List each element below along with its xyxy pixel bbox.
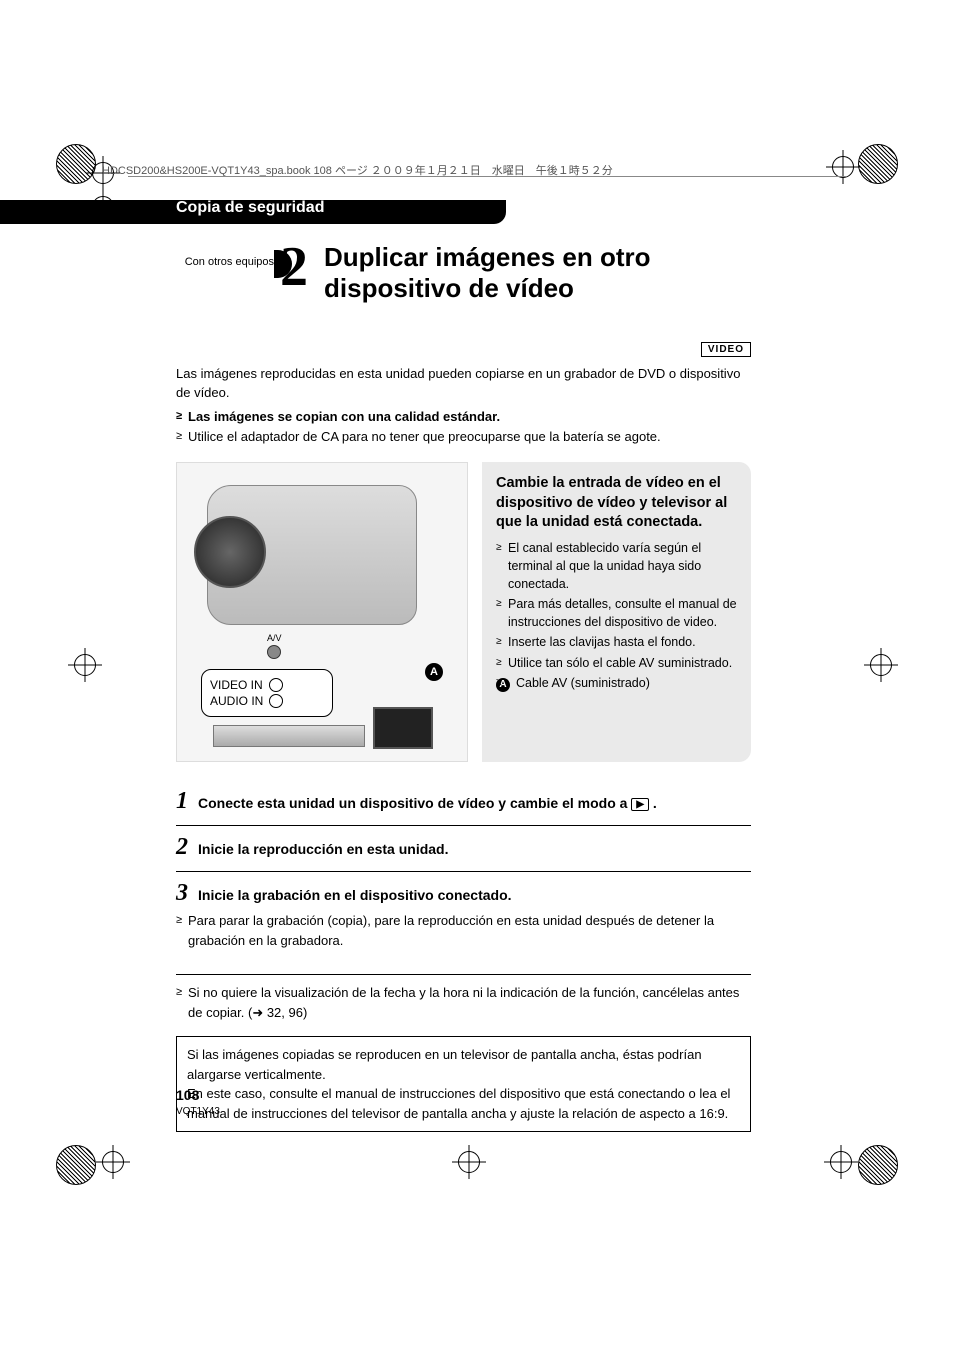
cable-marker: A bbox=[425, 663, 443, 681]
marker-badge: A bbox=[496, 678, 510, 692]
reg-mark-left-3 bbox=[68, 648, 102, 682]
step-body: Para parar la grabación (copia), pare la… bbox=[176, 911, 751, 950]
step-2: 2 Inicie la reproducción en esta unidad. bbox=[176, 826, 751, 872]
reg-mark-bottom-l bbox=[96, 1145, 130, 1179]
intro-text: Las imágenes reproducidas en esta unidad… bbox=[176, 365, 751, 403]
side-item-marker: ACable AV (suministrado) bbox=[496, 674, 737, 692]
bullet-item: Utilice el adaptador de CA para no tener… bbox=[176, 427, 751, 447]
chapter-header: Con otros equipos 2 Duplicar imágenes en… bbox=[176, 242, 751, 304]
print-corner-bl bbox=[56, 1145, 96, 1185]
header-rule bbox=[128, 176, 846, 177]
note-text: Si las imágenes copiadas se reproducen e… bbox=[187, 1047, 730, 1121]
side-title: Cambie la entrada de vídeo en el disposi… bbox=[496, 474, 737, 533]
av-port: A/V bbox=[267, 633, 282, 661]
camera-illustration bbox=[207, 485, 417, 625]
play-icon: ▶ bbox=[631, 798, 649, 811]
side-list: El canal establecido varía según el term… bbox=[496, 539, 737, 692]
section-label: Copia de seguridad bbox=[0, 200, 506, 224]
side-item: El canal establecido varía según el term… bbox=[496, 539, 737, 593]
connection-diagram: A/V A VIDEO IN AUDIO IN bbox=[176, 462, 468, 762]
reg-mark-bottom-c bbox=[452, 1145, 486, 1179]
chapter-title: Duplicar imágenes en otro dispositivo de… bbox=[324, 242, 751, 304]
page-number: 108 bbox=[176, 1087, 199, 1103]
step-number: 2 bbox=[176, 834, 188, 861]
audio-in-label: AUDIO IN bbox=[210, 694, 263, 708]
reg-mark-right bbox=[864, 648, 898, 682]
bullet-item: Las imágenes se copian con una calidad e… bbox=[176, 407, 751, 427]
page-content: Copia de seguridad Con otros equipos 2 D… bbox=[176, 200, 751, 1132]
reg-mark-top bbox=[826, 150, 860, 184]
intro-bullets: Las imágenes se copian con una calidad e… bbox=[176, 407, 751, 446]
side-panel: Cambie la entrada de vídeo en el disposi… bbox=[482, 462, 751, 762]
step-title: Inicie la grabación en el dispositivo co… bbox=[198, 887, 512, 903]
after-note: Si no quiere la visualización de la fech… bbox=[176, 983, 751, 1022]
side-item: Utilice tan sólo el cable AV suministrad… bbox=[496, 654, 737, 672]
reg-mark-bottom-r bbox=[824, 1145, 858, 1179]
video-badge: VIDEO bbox=[701, 342, 751, 357]
step-title: Inicie la reproducción en esta unidad. bbox=[198, 841, 449, 857]
chapter-number: 2 bbox=[280, 242, 308, 292]
step-title: Conecte esta unidad un dispositivo de ví… bbox=[198, 795, 657, 811]
print-corner-tr bbox=[858, 144, 898, 184]
io-labels: VIDEO IN AUDIO IN bbox=[201, 669, 333, 717]
step-3: 3 Inicie la grabación en el dispositivo … bbox=[176, 872, 751, 960]
device-illustrations bbox=[213, 725, 433, 755]
step-number: 1 bbox=[176, 788, 188, 815]
side-item: Para más detalles, consulte el manual de… bbox=[496, 595, 737, 631]
doc-code: VQT1Y43 bbox=[176, 1106, 220, 1117]
side-item: Inserte las clavijas hasta el fondo. bbox=[496, 633, 737, 651]
video-in-label: VIDEO IN bbox=[210, 678, 263, 692]
separator bbox=[176, 974, 751, 975]
chapter-subtitle: Con otros equipos bbox=[176, 242, 274, 268]
print-corner-br bbox=[858, 1145, 898, 1185]
diagram-section: A/V A VIDEO IN AUDIO IN Cambie la entrad… bbox=[176, 462, 751, 762]
after-note-text: Si no quiere la visualización de la fech… bbox=[176, 983, 751, 1022]
step-number: 3 bbox=[176, 880, 188, 907]
step-1: 1 Conecte esta unidad un dispositivo de … bbox=[176, 780, 751, 826]
step-bullet: Para parar la grabación (copia), pare la… bbox=[176, 911, 751, 950]
note-box: Si las imágenes copiadas se reproducen e… bbox=[176, 1036, 751, 1132]
steps: 1 Conecte esta unidad un dispositivo de … bbox=[176, 780, 751, 960]
